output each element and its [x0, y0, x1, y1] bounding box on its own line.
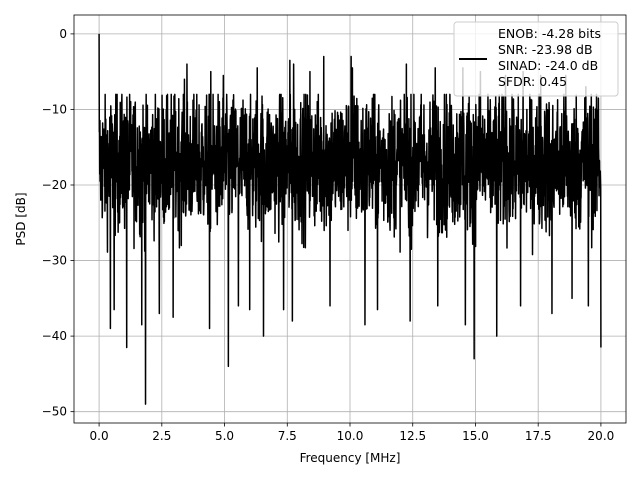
- legend-label: ENOB: -4.28 bits SNR: -23.98 dB SINAD: -24…: [498, 26, 601, 89]
- psd-line: [98, 33, 602, 405]
- legend-label-line: SNR: -23.98 dB: [498, 42, 593, 57]
- x-axis-ticks: 0.0 2.5 5.0 7.5 10.0 12.5 15.0 17.5 20.0: [90, 423, 615, 443]
- y-axis-label: PSD [dB]: [14, 192, 28, 245]
- legend-box: [453, 21, 619, 97]
- x-tick-label: 7.5: [278, 429, 297, 443]
- y-tick-label: 0: [59, 27, 67, 41]
- legend-label-line: ENOB: -4.28 bits: [498, 26, 601, 41]
- legend-label-line: SINAD: -24.0 dB: [498, 58, 598, 73]
- psd-series: [98, 33, 602, 405]
- x-axis-label: Frequency [MHz]: [300, 451, 401, 465]
- x-tick-label: 15.0: [462, 429, 489, 443]
- x-tick-label: 12.5: [399, 429, 426, 443]
- y-tick-label: −50: [42, 405, 67, 419]
- y-tick-label: −20: [42, 178, 67, 192]
- x-tick-label: 10.0: [337, 429, 364, 443]
- y-tick-label: −10: [42, 102, 67, 116]
- legend: ENOB: -4.28 bits SNR: -23.98 dB SINAD: -24…: [453, 21, 619, 97]
- x-tick-label: 5.0: [215, 429, 234, 443]
- x-tick-label: 20.0: [588, 429, 615, 443]
- y-tick-label: −40: [42, 329, 67, 343]
- x-tick-label: 17.5: [525, 429, 552, 443]
- x-tick-label: 0.0: [90, 429, 109, 443]
- x-tick-label: 2.5: [152, 429, 171, 443]
- y-tick-label: −30: [42, 254, 67, 268]
- y-axis-ticks: 0 −10 −20 −30 −40 −50: [42, 27, 74, 419]
- legend-label-line: SFDR: 0.45: [498, 74, 567, 89]
